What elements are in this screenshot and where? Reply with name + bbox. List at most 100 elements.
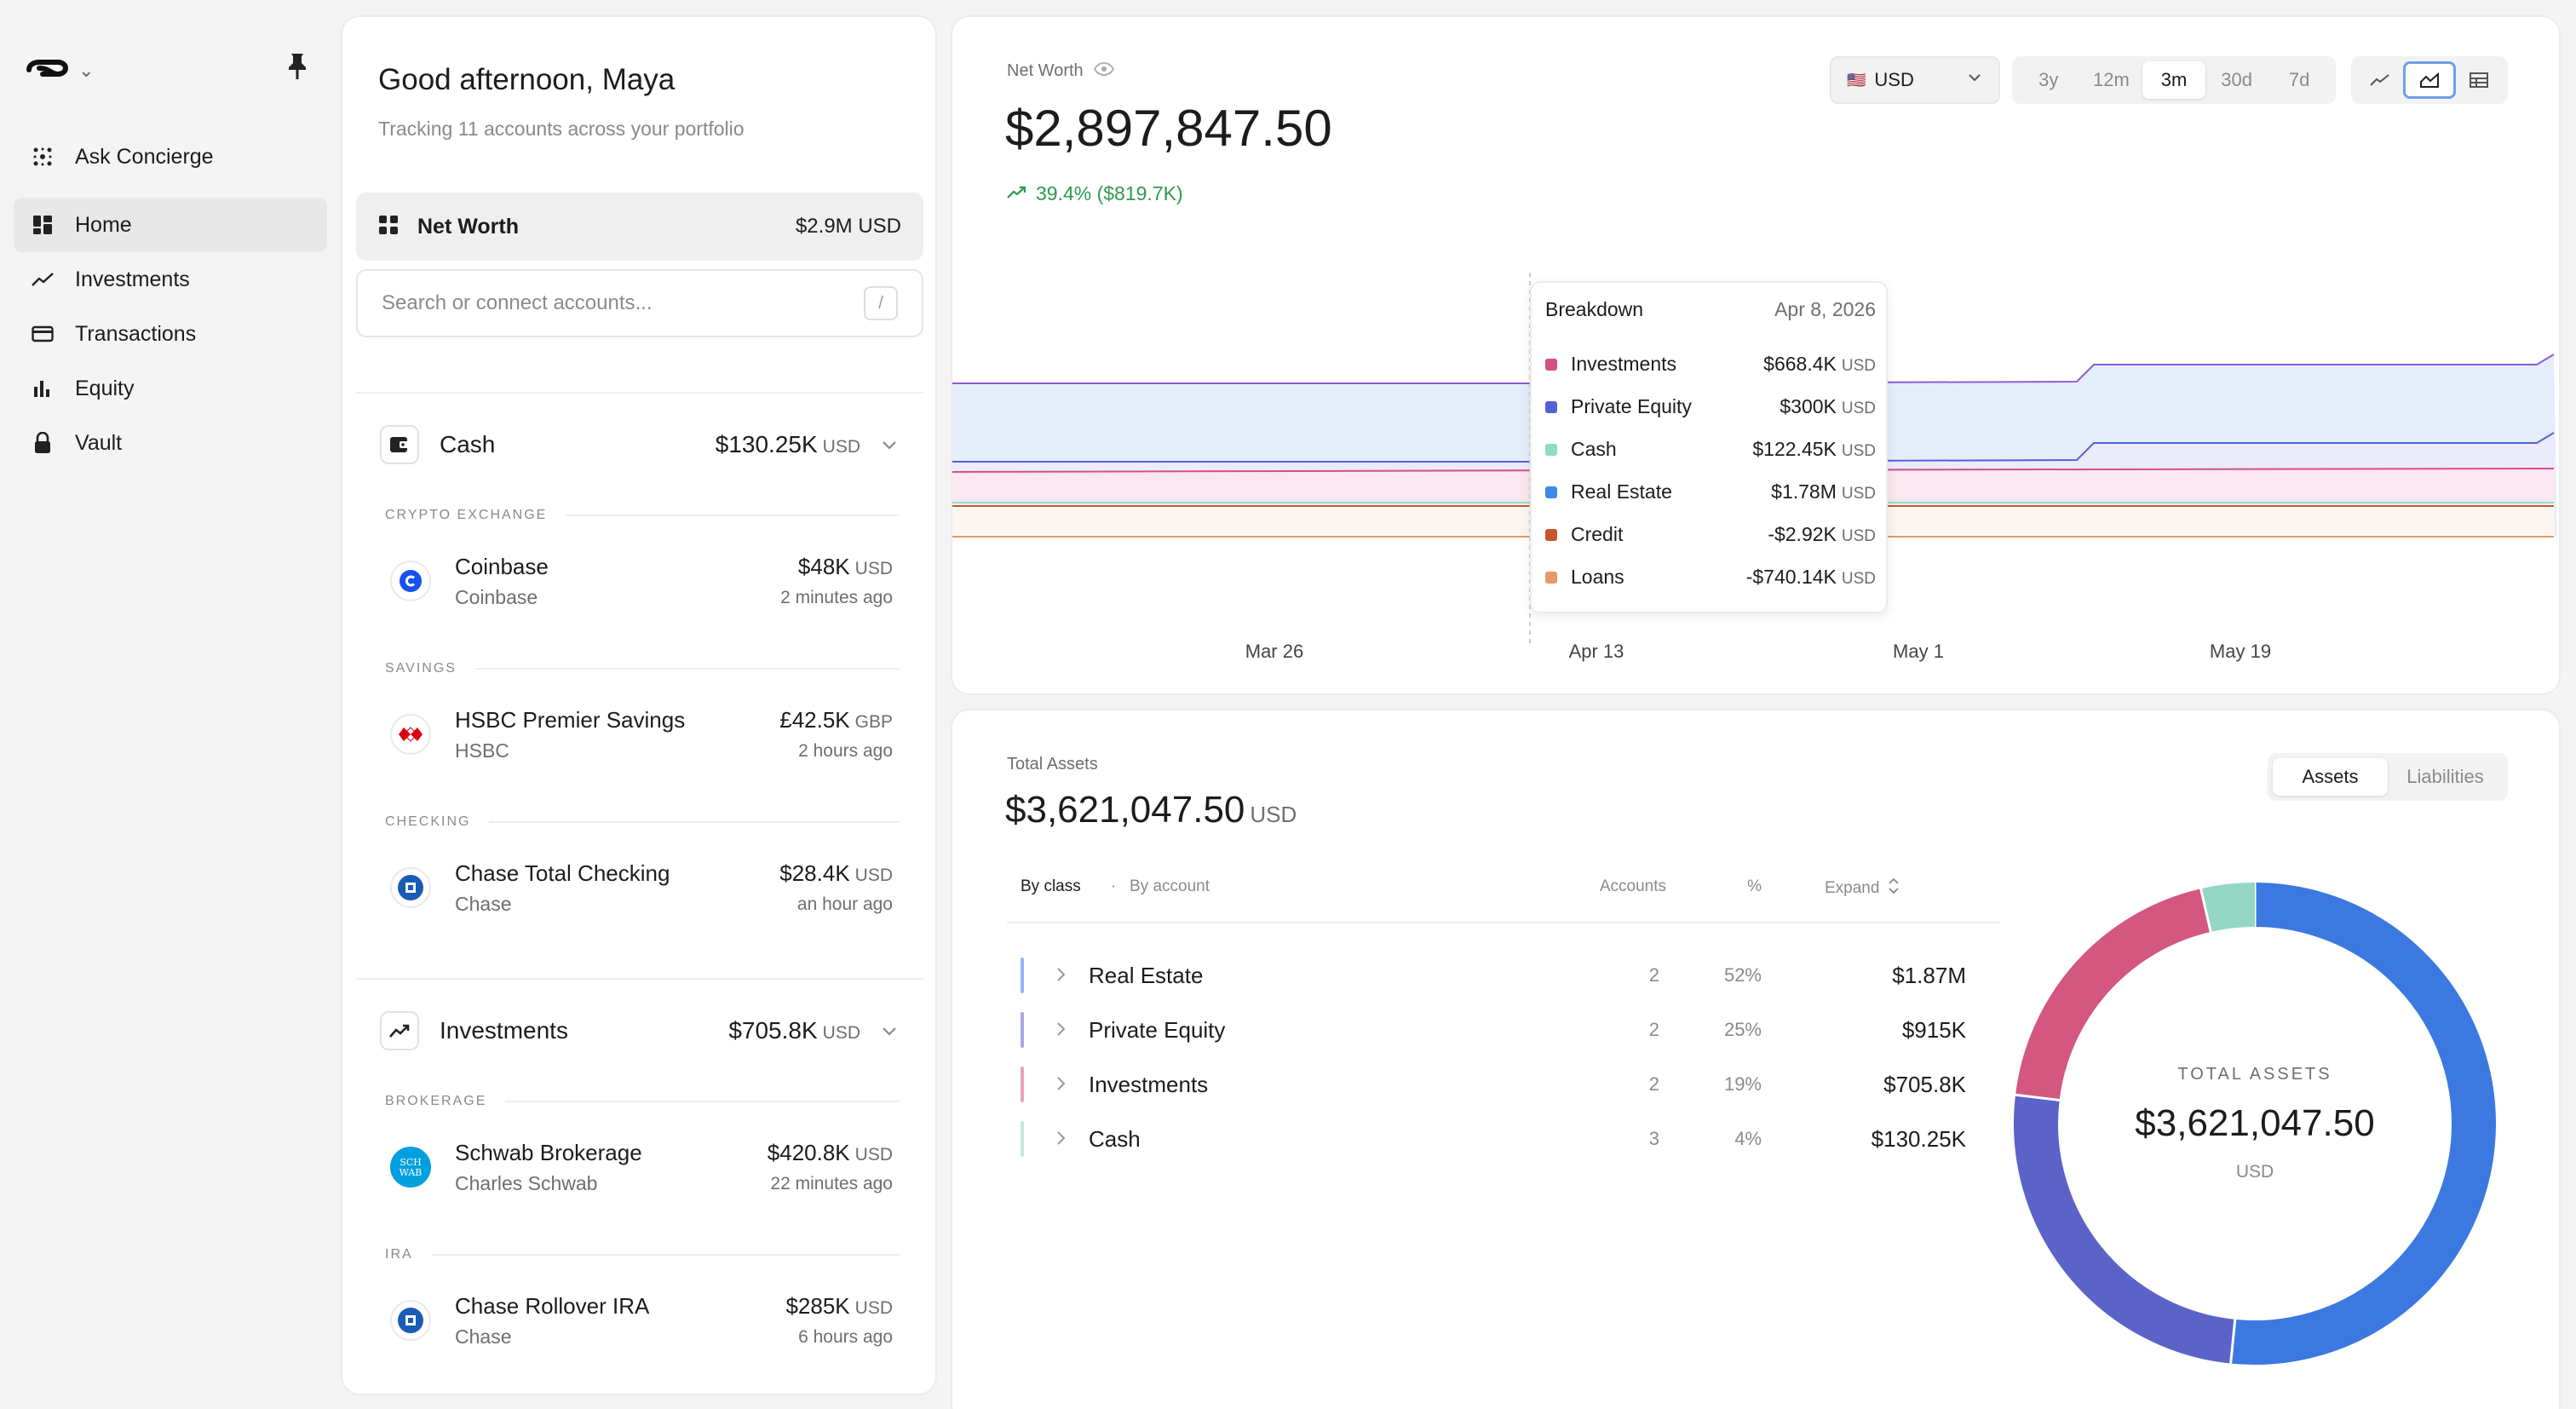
- tooltip-row: Investments $668.4K USD: [1545, 353, 1876, 376]
- pin-icon[interactable]: [285, 51, 310, 82]
- range-7d[interactable]: 7d: [2288, 69, 2310, 90]
- wallet-icon: [380, 425, 419, 464]
- chevron-down-icon[interactable]: [879, 1021, 900, 1041]
- chevron-right-icon[interactable]: [1055, 966, 1067, 987]
- sidebar-item-transactions[interactable]: Transactions: [14, 307, 327, 361]
- donut-slice-private-equity[interactable]: [2014, 1095, 2236, 1364]
- donut-slice-real-estate[interactable]: [2230, 883, 2496, 1365]
- account-value: £42.5K GBP: [779, 707, 893, 733]
- svg-text:SCH: SCH: [400, 1157, 422, 1168]
- asset-class-accounts: 2: [1648, 964, 1659, 986]
- tooltip-series-name: Credit: [1571, 523, 1624, 545]
- sidebar-item-ask-concierge[interactable]: Ask Concierge: [14, 129, 327, 184]
- sidebar-item-equity[interactable]: Equity: [14, 361, 327, 416]
- view-by-class[interactable]: By class: [1021, 877, 1081, 895]
- sidebar-item-vault[interactable]: Vault: [14, 416, 327, 470]
- account-updated: 2 minutes ago: [780, 588, 893, 607]
- tooltip-series-value: $300K USD: [1780, 395, 1876, 417]
- trend-up-icon: [1007, 182, 1027, 205]
- tooltip-series-value: -$740.14K USD: [1745, 566, 1876, 588]
- table-view-icon[interactable]: [2456, 61, 2503, 99]
- x-tick-label: Mar 26: [1245, 641, 1303, 662]
- column-expand[interactable]: Expand: [1825, 877, 1900, 900]
- group-value: $130.25K USD: [715, 431, 860, 457]
- breakdown-tooltip: Breakdown Apr 8, 2026 Investments $668.4K…: [1530, 281, 1888, 613]
- sidebar-item-home[interactable]: Home: [14, 198, 327, 252]
- tooltip-series-value: $1.78M USD: [1771, 480, 1876, 503]
- x-tick-label: Apr 13: [1569, 641, 1624, 662]
- workspace-chevron-down-icon[interactable]: ⌄: [78, 60, 95, 81]
- account-row-coinbase[interactable]: Coinbase Coinbase $48K USD 2 minutes ago: [385, 549, 900, 613]
- bar-chart-icon: [31, 377, 55, 400]
- home-grid-icon: [31, 213, 55, 237]
- chevron-down-icon[interactable]: [879, 434, 900, 455]
- account-row-chase-checking[interactable]: Chase Total Checking Chase $28.4K USD an …: [385, 855, 900, 920]
- tooltip-series-name: Loans: [1571, 566, 1624, 588]
- sidebar-item-label: Investments: [75, 267, 190, 291]
- account-row-schwab[interactable]: SCH WAB Schwab Brokerage Charles Schwab $…: [385, 1135, 900, 1199]
- asset-class-row[interactable]: Real Estate 2 52% $1.87M: [1021, 954, 2000, 997]
- net-worth-label: Net Worth: [1007, 61, 1114, 81]
- asset-class-row[interactable]: Private Equity 2 25% $915K: [1021, 1009, 2000, 1051]
- account-updated: 6 hours ago: [798, 1327, 893, 1347]
- tab-liabilities[interactable]: Liabilities: [2406, 766, 2484, 787]
- sidebar-item-investments[interactable]: Investments: [14, 252, 327, 307]
- sidebar-item-label: Vault: [75, 430, 123, 455]
- line-view-icon[interactable]: [2356, 61, 2403, 99]
- asset-class-amount: $705.8K: [1883, 1072, 1966, 1097]
- account-updated: 2 hours ago: [798, 741, 893, 761]
- series-line-private-equity: [952, 432, 2555, 463]
- account-search-input[interactable]: Search or connect accounts... /: [356, 269, 923, 337]
- range-3y[interactable]: 3y: [2038, 69, 2059, 90]
- tooltip-title: Breakdown: [1545, 298, 1644, 320]
- accounts-panel: Good afternoon, Maya Tracking 11 account…: [341, 15, 937, 1395]
- range-12m[interactable]: 12m: [2092, 69, 2130, 90]
- asset-class-amount: $1.87M: [1892, 963, 1966, 988]
- asset-donut-chart[interactable]: [2012, 881, 2498, 1366]
- tooltip-row: Cash $122.45K USD: [1545, 438, 1876, 461]
- legend-swatch: [1545, 358, 1557, 371]
- chart-view-selector: [2351, 56, 2508, 104]
- section-label: SAVINGS: [385, 661, 900, 676]
- account-row-hsbc[interactable]: HSBC Premier Savings HSBC £42.5K GBP 2 ho…: [385, 702, 900, 767]
- net-worth-summary-row[interactable]: Net Worth $2.9M USD: [356, 193, 923, 261]
- us-flag-icon: 🇺🇸: [1847, 71, 1866, 89]
- range-3m[interactable]: 3m: [2142, 61, 2205, 99]
- chevron-right-icon[interactable]: [1055, 1021, 1067, 1042]
- asset-class-row[interactable]: Investments 2 19% $705.8K: [1021, 1063, 2000, 1106]
- tooltip-series-name: Cash: [1571, 438, 1617, 460]
- credit-card-icon: [31, 322, 55, 346]
- range-30d[interactable]: 30d: [2221, 69, 2252, 90]
- chevron-right-icon[interactable]: [1055, 1130, 1067, 1151]
- area-view-icon[interactable]: [2403, 61, 2456, 99]
- view-by-account[interactable]: By account: [1130, 877, 1210, 895]
- tooltip-series-name: Private Equity: [1571, 395, 1692, 417]
- total-assets-value: $3,621,047.50 USD: [1005, 789, 1297, 831]
- asset-class-row[interactable]: Cash 3 4% $130.25K: [1021, 1118, 2000, 1160]
- donut-slice-cash[interactable]: [2200, 883, 2256, 932]
- tooltip-date: Apr 8, 2026: [1774, 298, 1876, 320]
- legend-swatch: [1545, 400, 1557, 413]
- tab-assets[interactable]: Assets: [2273, 758, 2388, 796]
- total-assets-label: Total Assets: [1007, 755, 1098, 774]
- currency-select[interactable]: 🇺🇸 USD: [1830, 56, 2000, 104]
- group-header-investments[interactable]: Investments $705.8K USD: [380, 1005, 900, 1056]
- x-tick-label: May 19: [2210, 641, 2271, 662]
- app-logo-icon[interactable]: [24, 51, 72, 85]
- account-row-chase-ira[interactable]: Chase Rollover IRA Chase $285K USD 6 hour…: [385, 1288, 900, 1353]
- net-worth-label: Net Worth: [417, 214, 519, 239]
- group-name: Investments: [440, 1017, 568, 1044]
- tooltip-series-value: $668.4K USD: [1763, 353, 1876, 375]
- series-line-real-estate: [952, 354, 2555, 384]
- legend-swatch: [1545, 528, 1557, 541]
- chevron-down-icon: [1966, 69, 1983, 91]
- group-header-cash[interactable]: Cash $130.25K USD: [380, 419, 900, 470]
- donut-slice-separator: [2199, 888, 2212, 933]
- eye-icon[interactable]: [1093, 61, 1114, 81]
- donut-slice-separator: [2229, 1319, 2237, 1364]
- column-accounts: Accounts: [1599, 877, 1666, 895]
- chevron-right-icon[interactable]: [1055, 1075, 1067, 1096]
- donut-slice-investments[interactable]: [2015, 889, 2211, 1101]
- legend-swatch: [1545, 443, 1557, 456]
- section-label: CHECKING: [385, 814, 900, 830]
